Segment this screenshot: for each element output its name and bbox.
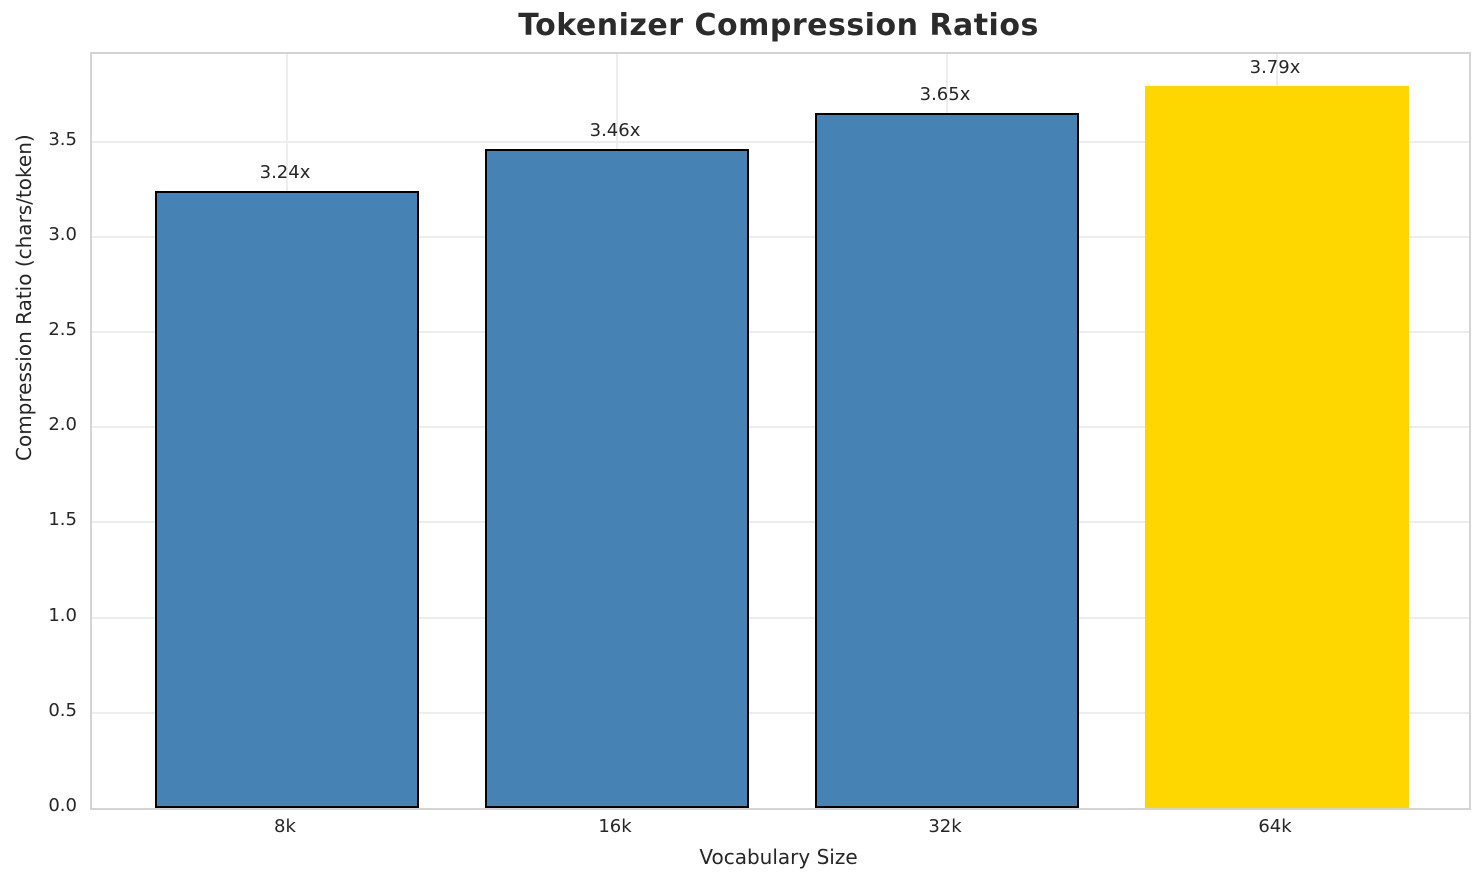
h-gridline: [92, 426, 1469, 429]
h-gridline: [92, 330, 1469, 333]
bar-8k: [155, 191, 419, 808]
h-gridline: [92, 616, 1469, 619]
y-tick-label: 3.0: [48, 223, 77, 245]
y-tick-label: 2.5: [48, 318, 77, 340]
x-tick-label: 16k: [598, 816, 632, 837]
plot-area: [90, 52, 1471, 810]
bar-32k: [815, 113, 1079, 808]
x-tick-label: 32k: [928, 816, 962, 837]
y-axis-label: Compression Ratio (chars/token): [12, 134, 36, 461]
x-axis-label: Vocabulary Size: [699, 845, 858, 869]
y-tick-label: 0.0: [48, 795, 77, 816]
bar-value-label: 3.79x: [1249, 57, 1301, 78]
y-tick-label: 0.5: [48, 699, 77, 721]
bar-value-label: 3.24x: [259, 162, 311, 183]
chart-title: Tokenizer Compression Ratios: [518, 8, 1039, 43]
bar-value-label: 3.65x: [919, 84, 971, 105]
y-tick-label: 2.0: [48, 414, 77, 436]
y-tick-label: 3.5: [48, 128, 77, 150]
h-gridline: [92, 235, 1469, 238]
y-tick-label: 1.5: [48, 509, 77, 531]
h-gridline: [92, 140, 1469, 143]
x-tick-label: 8k: [274, 816, 296, 837]
bar-value-label: 3.46x: [589, 120, 641, 141]
y-tick-label: 1.0: [48, 604, 77, 626]
h-gridline: [92, 711, 1469, 714]
h-gridline: [92, 521, 1469, 524]
bar-16k: [485, 149, 749, 808]
x-tick-label: 64k: [1258, 816, 1292, 837]
bar-64k: [1145, 86, 1409, 808]
